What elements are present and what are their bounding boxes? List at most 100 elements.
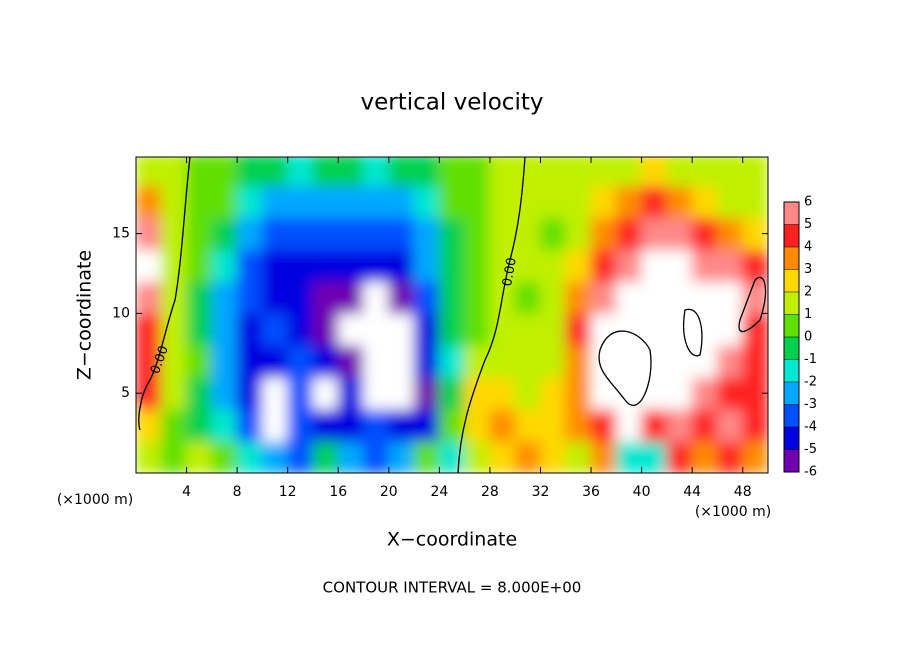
colorbar-label: 6	[804, 195, 812, 210]
cell	[742, 312, 768, 346]
plot-frame	[135, 156, 769, 474]
cell	[287, 344, 314, 378]
cell	[539, 312, 567, 346]
colorbar-swatch	[784, 382, 799, 405]
x-tick-label: 28	[481, 484, 499, 500]
cell	[136, 157, 162, 187]
cell	[363, 249, 390, 282]
cell	[136, 249, 162, 282]
contour-label: 0.00	[500, 256, 520, 287]
cell	[337, 344, 365, 378]
cell	[590, 312, 617, 346]
cell	[615, 280, 643, 314]
cell	[489, 408, 516, 442]
colorbar-swatch	[784, 359, 799, 382]
cell	[388, 440, 415, 473]
colorbar-swatch	[784, 247, 799, 270]
colorbar-swatch	[784, 269, 799, 292]
cell	[413, 157, 440, 187]
cell	[565, 217, 592, 251]
cell	[236, 185, 263, 219]
contour-line	[738, 276, 767, 333]
x-unit: (×1000 m)	[695, 504, 771, 520]
cell	[413, 280, 440, 314]
cell	[312, 408, 339, 442]
cell	[363, 440, 390, 473]
cell	[211, 376, 238, 410]
cell	[590, 280, 617, 314]
cell	[514, 376, 541, 410]
cell	[438, 249, 466, 282]
cell	[136, 440, 162, 473]
cell	[413, 440, 440, 473]
cell	[236, 344, 263, 378]
cell	[160, 312, 188, 346]
cell	[363, 312, 390, 346]
cell	[160, 376, 188, 410]
cell	[186, 185, 213, 219]
colorbar-swatch	[784, 202, 799, 225]
cell	[514, 344, 541, 378]
contour-line	[138, 157, 191, 431]
x-tick-label: 8	[233, 484, 242, 500]
cell	[666, 185, 693, 219]
cell	[363, 408, 390, 442]
cell	[615, 440, 643, 473]
cell	[413, 185, 440, 219]
cell	[514, 312, 541, 346]
colorbar-label: -5	[804, 442, 817, 457]
cell	[312, 376, 339, 410]
cell	[716, 376, 744, 410]
cell	[312, 440, 339, 473]
cell	[261, 249, 289, 282]
cell	[287, 249, 314, 282]
cell	[691, 344, 718, 378]
x-axis-label: X−coordinate	[387, 529, 517, 551]
cell	[287, 157, 314, 187]
cell	[539, 249, 567, 282]
cell	[489, 312, 516, 346]
x-tick-label: 20	[380, 484, 398, 500]
cell	[136, 312, 162, 346]
cell	[691, 157, 718, 187]
cell	[641, 280, 668, 314]
cell	[186, 408, 213, 442]
cell	[337, 376, 365, 410]
cell	[160, 157, 188, 187]
cell	[186, 312, 213, 346]
cell	[742, 249, 768, 282]
cell	[691, 440, 718, 473]
cell	[716, 280, 744, 314]
cell	[565, 440, 592, 473]
x-tick-label: 36	[582, 484, 600, 500]
cell	[363, 157, 390, 187]
colorbar-label: 5	[804, 217, 812, 232]
cell	[691, 185, 718, 219]
colorbar-swatch	[784, 224, 799, 247]
cell	[186, 217, 213, 251]
cell	[261, 440, 289, 473]
cell	[236, 376, 263, 410]
x-tick-label: 16	[329, 484, 347, 500]
cell	[211, 217, 238, 251]
cell	[261, 312, 289, 346]
cell	[287, 280, 314, 314]
cell	[716, 344, 744, 378]
y-axis-label: Z−coordinate	[74, 250, 96, 380]
cell	[363, 185, 390, 219]
cell	[464, 344, 491, 378]
cell	[641, 249, 668, 282]
cell	[388, 157, 415, 187]
cell	[312, 249, 339, 282]
cell	[287, 440, 314, 473]
colorbar-label: 3	[804, 262, 812, 277]
cell	[136, 185, 162, 219]
cell	[236, 280, 263, 314]
cell	[287, 312, 314, 346]
cell	[438, 157, 466, 187]
cell	[312, 185, 339, 219]
cell	[287, 376, 314, 410]
cell	[641, 312, 668, 346]
cell	[489, 376, 516, 410]
cell	[691, 376, 718, 410]
